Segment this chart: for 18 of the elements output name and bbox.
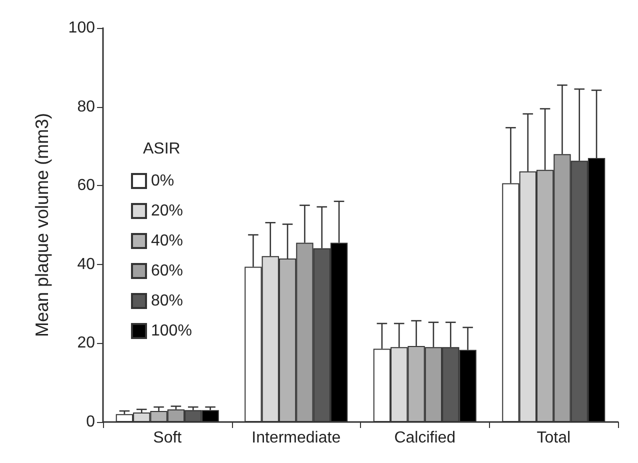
x-tick-label: Soft <box>153 430 182 446</box>
legend-label: 100% <box>151 322 192 340</box>
y-axis-title: Mean plaque volume (mm3) <box>32 112 52 338</box>
legend-label: 0% <box>151 172 174 190</box>
legend-title: ASIR <box>143 140 180 158</box>
legend-label: 60% <box>151 262 184 280</box>
legend-label: 20% <box>151 202 184 220</box>
y-tick-label: 80 <box>77 98 96 116</box>
y-tick-label: 100 <box>68 20 96 36</box>
legend-label: 80% <box>151 292 184 310</box>
y-tick-label: 60 <box>77 177 96 194</box>
y-tick-label: 0 <box>86 414 96 430</box>
x-tick-label: Calcified <box>394 430 456 446</box>
y-tick-label: 20 <box>77 334 96 352</box>
y-tick-label: 40 <box>77 256 96 273</box>
x-tick-label: Intermediate <box>252 430 341 446</box>
legend-label: 40% <box>151 232 184 250</box>
x-tick-label: Total <box>536 430 571 446</box>
